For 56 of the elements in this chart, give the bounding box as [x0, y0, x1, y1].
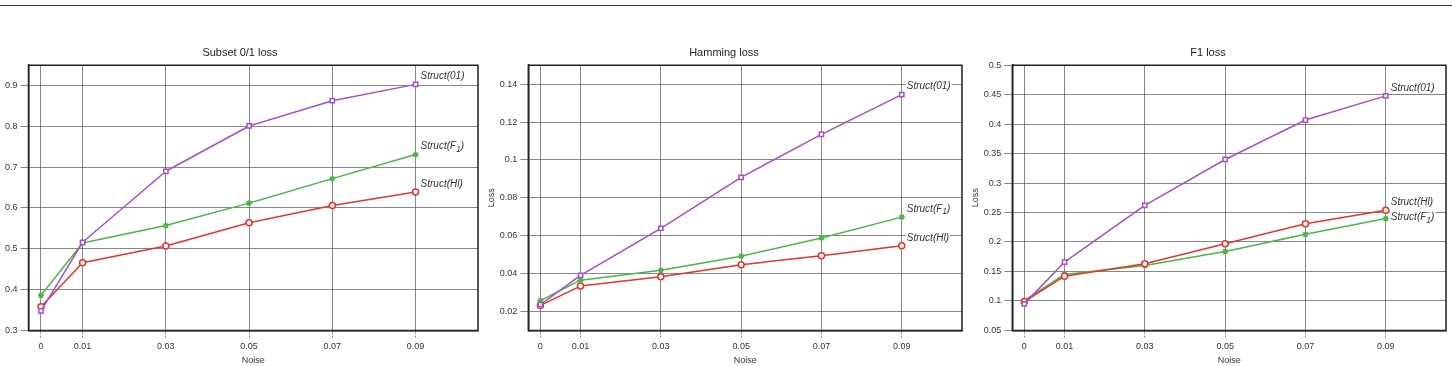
chart-title: F1 loss	[1190, 45, 1227, 58]
series-label: Struct(Hl)	[420, 177, 463, 189]
y-tick-label: 0.25	[983, 207, 1002, 218]
x-tick-label: 0	[1021, 341, 1027, 352]
y-tick-label: 0.9	[5, 80, 18, 91]
x-tick-label: 0.07	[812, 341, 831, 352]
y-axis-title: Loss	[969, 187, 980, 208]
y-tick-label: 0.1	[504, 154, 518, 165]
y-tick-label: 0.3	[988, 177, 1002, 188]
x-axis-title: Noise	[1217, 355, 1241, 366]
y-tick-label: 0.05	[983, 324, 1002, 335]
y-tick-label: 0.02	[499, 305, 518, 316]
x-tick-label: 0.03	[1136, 341, 1154, 352]
x-tick-label: 0	[38, 341, 44, 352]
y-tick-label: 0.4	[988, 118, 1002, 129]
series-label: Struct(01)	[1390, 81, 1435, 93]
x-tick-label: 0.05	[240, 341, 258, 352]
x-tick-label: 0.01	[1055, 341, 1074, 352]
y-tick-label: 0.4	[5, 284, 18, 295]
y-tick-label: 0.14	[499, 78, 518, 89]
x-tick-label: 0.09	[893, 341, 911, 352]
x-axis-title: Noise	[241, 355, 265, 366]
y-tick-label: 0.35	[983, 148, 1002, 159]
x-tick-label: 0.05	[1216, 341, 1234, 352]
y-tick-label: 0.45	[983, 89, 1002, 100]
chart-title: Hamming loss	[689, 45, 760, 58]
x-tick-label: 0.05	[732, 341, 750, 352]
y-tick-label: 0.06	[499, 230, 518, 241]
x-tick-label: 0.09	[406, 341, 425, 352]
y-tick-label: 0.08	[499, 192, 518, 203]
series-label: Struct(Hl)	[906, 231, 949, 243]
x-tick-label: 0.07	[323, 341, 342, 352]
y-tick-label: 0.04	[499, 268, 518, 279]
y-tick-label: 0.2	[988, 236, 1002, 247]
x-tick-label: 0.07	[1296, 341, 1315, 352]
x-tick-label: 0	[537, 341, 543, 352]
y-tick-label: 0.6	[5, 202, 18, 213]
series-label: Struct(01)	[906, 80, 951, 92]
x-tick-label: 0.09	[1377, 341, 1395, 352]
y-tick-label: 0.7	[5, 161, 18, 172]
series-label: Struct(01)	[420, 70, 465, 82]
y-tick-label: 0.3	[5, 324, 18, 335]
x-tick-label: 0.01	[571, 341, 590, 352]
series-label: Struct(Hl)	[1390, 195, 1433, 207]
y-axis-title: Loss	[485, 187, 496, 208]
y-tick-label: 0.8	[5, 120, 18, 131]
y-tick-label: 0.5	[988, 59, 1002, 70]
y-tick-label: 0.5	[5, 243, 18, 254]
x-tick-label: 0.03	[652, 341, 670, 352]
chart-title: Subset 0/1 loss	[202, 45, 279, 58]
y-tick-label: 0.15	[983, 265, 1002, 276]
x-tick-label: 0.01	[73, 341, 92, 352]
x-tick-label: 0.03	[157, 341, 175, 352]
y-tick-label: 0.1	[988, 295, 1002, 306]
x-axis-title: Noise	[733, 355, 757, 366]
y-tick-label: 0.12	[499, 116, 518, 127]
